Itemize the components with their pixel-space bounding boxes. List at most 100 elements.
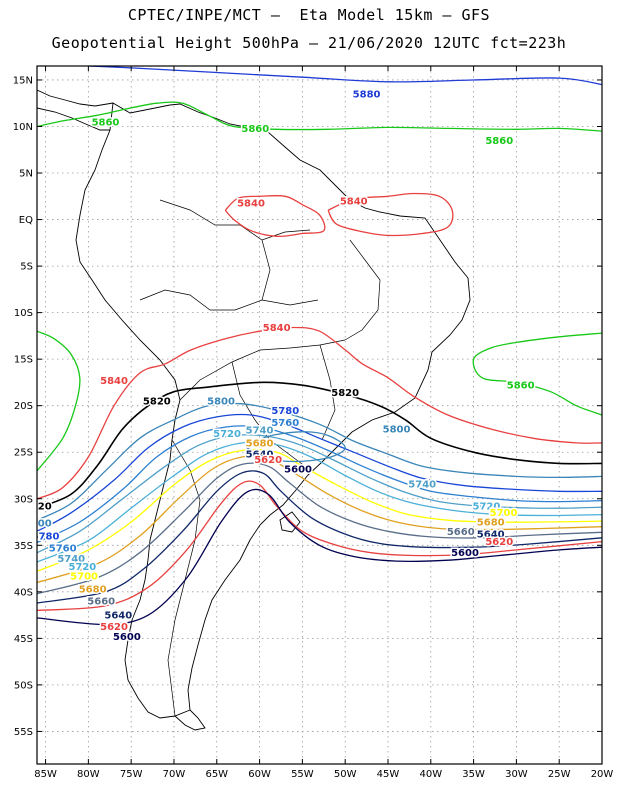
contour-line-5780: [37, 413, 602, 532]
contour-line-5840: [37, 326, 602, 500]
central-america-coastline: [37, 89, 114, 131]
lon-tick-label: 40W: [419, 769, 442, 780]
contour-line-5860: [37, 330, 81, 472]
lon-tick-label: 60W: [248, 769, 271, 780]
lon-tick-label: 35W: [462, 769, 485, 780]
contour-label: 5680: [79, 585, 107, 596]
contour-line-5660: [37, 462, 602, 595]
lat-tick-label: 35S: [14, 541, 33, 552]
contour-label: 5700: [70, 572, 98, 583]
contour-label: 800: [31, 518, 52, 529]
contour-line-5860: [37, 101, 602, 132]
chart-subtitle: Geopotential Height 500hPa – 21/06/2020 …: [51, 34, 567, 52]
contour-label: 5720: [68, 562, 96, 573]
contour-label: 5680: [477, 518, 505, 529]
lon-tick-label: 25W: [548, 769, 571, 780]
contour-line-5620: [37, 480, 602, 612]
contour-label: 5640: [246, 450, 274, 461]
contour-label: 5680: [246, 438, 274, 449]
contour-label: 5740: [246, 425, 274, 436]
contour-label: 5740: [57, 554, 85, 565]
plot-frame: [36, 65, 603, 765]
contour-label: 5780: [271, 406, 299, 417]
contour-line-5600: [37, 488, 602, 626]
contour-label: 5660: [447, 527, 475, 538]
axis-ticks: 15N 10N 5N EQ 5S 10S 15S 20S 25S 30S 35S 40S 45S 50S 5…: [13, 66, 614, 780]
contour-line-5760: [37, 425, 602, 544]
contour-layer: [37, 66, 602, 626]
contour-label: 5620: [485, 537, 513, 548]
lat-tick-label: 5N: [19, 169, 33, 180]
lat-tick-label: 40S: [14, 587, 33, 598]
lon-tick-label: 70W: [163, 769, 186, 780]
contour-line-5820: [37, 381, 602, 509]
contour-line-5880: [88, 66, 602, 86]
lon-tick-label: 45W: [377, 769, 400, 780]
contour-label: 5620: [100, 622, 128, 633]
contour-label: 5640: [104, 611, 132, 622]
contour-label: 5860: [92, 117, 120, 128]
contour-label: 5820: [331, 388, 359, 399]
lon-tick-label: 50W: [334, 769, 357, 780]
tierra-del-fuego: [174, 709, 206, 731]
contour-label: 5840: [100, 376, 128, 387]
contour-label: 5860: [507, 381, 535, 392]
lat-tick-label: 10N: [13, 122, 33, 133]
contour-line-5800: [246, 431, 346, 463]
contour-label: 5600: [451, 548, 479, 559]
contour-label: 620: [31, 502, 52, 513]
contour-label: 5840: [340, 196, 368, 207]
contour-label: 5600: [113, 632, 141, 643]
contour-label: 5860: [485, 136, 513, 147]
lon-tick-label: 30W: [505, 769, 528, 780]
lat-tick-label: 45S: [14, 634, 33, 645]
contour-line-5740: [37, 434, 602, 554]
contour-line-5700: [37, 448, 602, 572]
lat-lon-grid: [37, 66, 603, 764]
contour-label: 5780: [32, 531, 60, 542]
contour-label: 5720: [213, 429, 241, 440]
lat-tick-label: 55S: [14, 727, 33, 738]
south-america-coastline: [75, 102, 471, 719]
contour-label: 5760: [49, 544, 77, 555]
contour-label: 5880: [353, 89, 381, 100]
contour-line-5720: [37, 441, 602, 563]
lat-tick-label: 50S: [14, 680, 33, 691]
contour-label: 5820: [143, 397, 171, 408]
lon-tick-label: 75W: [120, 769, 143, 780]
contour-label: 5840: [237, 198, 265, 209]
contour-label: 5720: [473, 502, 501, 513]
lon-tick-label: 80W: [77, 769, 100, 780]
lat-tick-label: 15S: [14, 355, 33, 366]
contour-label: 5760: [271, 418, 299, 429]
lat-tick-label: 5S: [20, 262, 33, 273]
coastline-layer: [37, 89, 471, 731]
lat-tick-label: 15N: [13, 75, 33, 86]
lon-tick-label: 65W: [205, 769, 228, 780]
contour-label: 5740: [408, 479, 436, 490]
contour-label: 5700: [490, 508, 518, 519]
contour-line-5680: [37, 455, 602, 584]
contour-label-layer: 5880 5860 5860 5860 5840 5840 5840 5840 5860 5820…: [31, 88, 536, 645]
contour-label: 5640: [477, 530, 505, 541]
contour-line-5640: [37, 470, 602, 604]
contour-line-5840: [327, 192, 454, 237]
lon-tick-label: 85W: [34, 769, 57, 780]
lat-tick-label: 25S: [14, 448, 33, 459]
contour-line-5860: [472, 332, 602, 416]
lat-tick-label: EQ: [19, 215, 33, 226]
lon-tick-label: 20W: [591, 769, 614, 780]
contour-label: 5800: [207, 397, 235, 408]
contour-label: 5660: [87, 597, 115, 608]
chart-title: CPTEC/INPE/MCT – Eta Model 15km – GFS: [127, 6, 491, 24]
lat-tick-label: 20S: [14, 401, 33, 412]
contour-line-5800: [37, 402, 602, 521]
contour-label: 5860: [241, 124, 269, 135]
contour-line-5840: [224, 194, 326, 238]
contour-label: 5840: [263, 323, 291, 334]
contour-label: 5800: [383, 424, 411, 435]
lon-tick-label: 55W: [291, 769, 314, 780]
contour-label: 5620: [254, 455, 282, 466]
contour-label: 5600: [284, 464, 312, 475]
